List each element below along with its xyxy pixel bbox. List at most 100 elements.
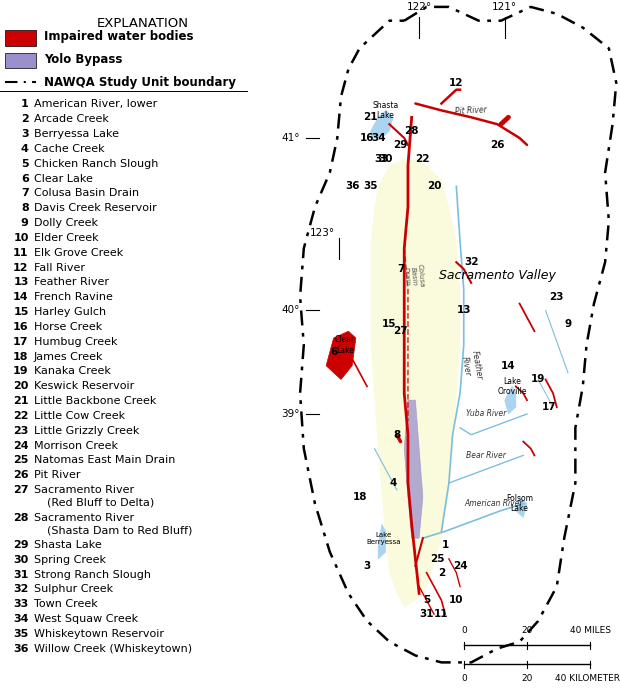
Text: 36: 36 (345, 181, 360, 191)
Text: 10: 10 (13, 233, 29, 243)
Text: 18: 18 (13, 351, 29, 362)
Text: EXPLANATION: EXPLANATION (97, 17, 189, 30)
Text: 23: 23 (13, 426, 29, 435)
Text: 22: 22 (13, 411, 29, 421)
Text: 9: 9 (564, 319, 572, 329)
Text: Town Creek: Town Creek (34, 600, 97, 609)
Text: 14: 14 (501, 361, 516, 371)
Text: Kanaka Creek: Kanaka Creek (34, 366, 111, 376)
Text: 39°: 39° (281, 409, 300, 419)
Polygon shape (371, 110, 393, 138)
Text: Feather
River: Feather River (459, 350, 484, 382)
Text: Natomas East Main Drain: Natomas East Main Drain (34, 455, 175, 465)
Text: Fall River: Fall River (34, 262, 85, 273)
Text: 32: 32 (13, 584, 29, 595)
Text: Impaired water bodies: Impaired water bodies (44, 30, 194, 43)
Text: 26: 26 (13, 470, 29, 480)
Text: Humbug Creek: Humbug Creek (34, 337, 117, 346)
Text: James Creek: James Creek (34, 351, 104, 362)
Text: 36: 36 (13, 644, 29, 654)
Text: 4: 4 (389, 478, 397, 488)
Text: Sacramento River: Sacramento River (34, 513, 134, 522)
Text: 17: 17 (13, 337, 29, 346)
Polygon shape (371, 159, 460, 607)
Text: 19: 19 (531, 375, 546, 384)
Text: Yolo Bypass: Yolo Bypass (44, 53, 123, 66)
Text: 22: 22 (415, 154, 430, 164)
Text: 121°: 121° (492, 3, 517, 12)
Text: 2: 2 (21, 115, 29, 124)
Text: Horse Creek: Horse Creek (34, 322, 102, 332)
Text: 31: 31 (13, 570, 29, 580)
Text: Harley Gulch: Harley Gulch (34, 307, 106, 317)
Text: Lake
Berryessa: Lake Berryessa (366, 532, 401, 544)
Text: 17: 17 (542, 402, 557, 412)
Text: 32: 32 (464, 257, 479, 267)
Text: 21: 21 (363, 112, 378, 122)
Text: 12: 12 (13, 262, 29, 273)
Text: Elder Creek: Elder Creek (34, 233, 99, 243)
Text: Bear River: Bear River (466, 451, 506, 460)
Text: French Ravine: French Ravine (34, 292, 113, 302)
Text: Shasta
Lake: Shasta Lake (373, 101, 399, 120)
Text: 26: 26 (490, 140, 505, 150)
Text: Shasta Lake: Shasta Lake (34, 540, 102, 550)
Text: 34: 34 (13, 614, 29, 624)
Text: 16: 16 (360, 133, 374, 143)
Text: 40 MILES: 40 MILES (570, 627, 611, 635)
Text: Little Backbone Creek: Little Backbone Creek (34, 396, 156, 406)
Text: 19: 19 (13, 366, 29, 376)
Text: American River, lower: American River, lower (34, 99, 157, 109)
Polygon shape (505, 386, 516, 414)
Text: 13: 13 (13, 277, 29, 287)
Text: 25: 25 (13, 455, 29, 465)
Text: Cache Creek: Cache Creek (34, 144, 105, 154)
Text: 6: 6 (330, 347, 337, 357)
Text: 21: 21 (13, 396, 29, 406)
Text: Little Grizzly Creek: Little Grizzly Creek (34, 426, 140, 435)
Text: 4: 4 (20, 144, 29, 154)
Text: (Shasta Dam to Red Bluff): (Shasta Dam to Red Bluff) (47, 525, 192, 535)
Text: Pit River: Pit River (454, 105, 487, 116)
Text: Feather River: Feather River (34, 277, 109, 287)
Text: Morrison Creek: Morrison Creek (34, 440, 118, 451)
Text: Sulphur Creek: Sulphur Creek (34, 584, 113, 595)
Text: 8: 8 (21, 203, 29, 213)
Text: 12: 12 (449, 78, 464, 88)
Text: 27: 27 (13, 485, 29, 495)
Text: 33: 33 (14, 600, 29, 609)
Text: 10: 10 (449, 595, 464, 605)
Text: Spring Creek: Spring Creek (34, 555, 106, 565)
Text: 24: 24 (453, 561, 467, 571)
Text: 20: 20 (521, 674, 533, 683)
Text: 33: 33 (374, 154, 389, 164)
Text: 35: 35 (14, 629, 29, 639)
Text: 40 KILOMETERS: 40 KILOMETERS (555, 674, 620, 683)
Text: 7: 7 (21, 188, 29, 198)
Text: 15: 15 (13, 307, 29, 317)
Text: 9: 9 (20, 218, 29, 228)
Text: 0: 0 (461, 627, 467, 635)
Text: 28: 28 (404, 126, 419, 136)
Polygon shape (516, 497, 527, 518)
Text: 13: 13 (456, 306, 471, 315)
Text: 7: 7 (397, 264, 404, 274)
Text: 24: 24 (13, 440, 29, 451)
Text: 29: 29 (13, 540, 29, 550)
Text: 6: 6 (20, 173, 29, 184)
Text: 18: 18 (352, 492, 367, 502)
Text: 11: 11 (434, 609, 449, 619)
Text: 40°: 40° (281, 306, 300, 315)
Text: 34: 34 (371, 133, 386, 143)
Text: Colusa Basin Drain: Colusa Basin Drain (34, 188, 139, 198)
Polygon shape (326, 331, 356, 380)
Text: 5: 5 (21, 159, 29, 168)
Text: 35: 35 (363, 181, 378, 191)
Text: 0: 0 (461, 674, 467, 683)
Text: 28: 28 (13, 513, 29, 522)
Text: Pit River: Pit River (34, 470, 81, 480)
Text: (Red Bluff to Delta): (Red Bluff to Delta) (47, 497, 154, 508)
Text: Yuba River: Yuba River (466, 409, 507, 419)
Text: Sacramento Valley: Sacramento Valley (439, 270, 556, 282)
Text: 3: 3 (21, 129, 29, 139)
